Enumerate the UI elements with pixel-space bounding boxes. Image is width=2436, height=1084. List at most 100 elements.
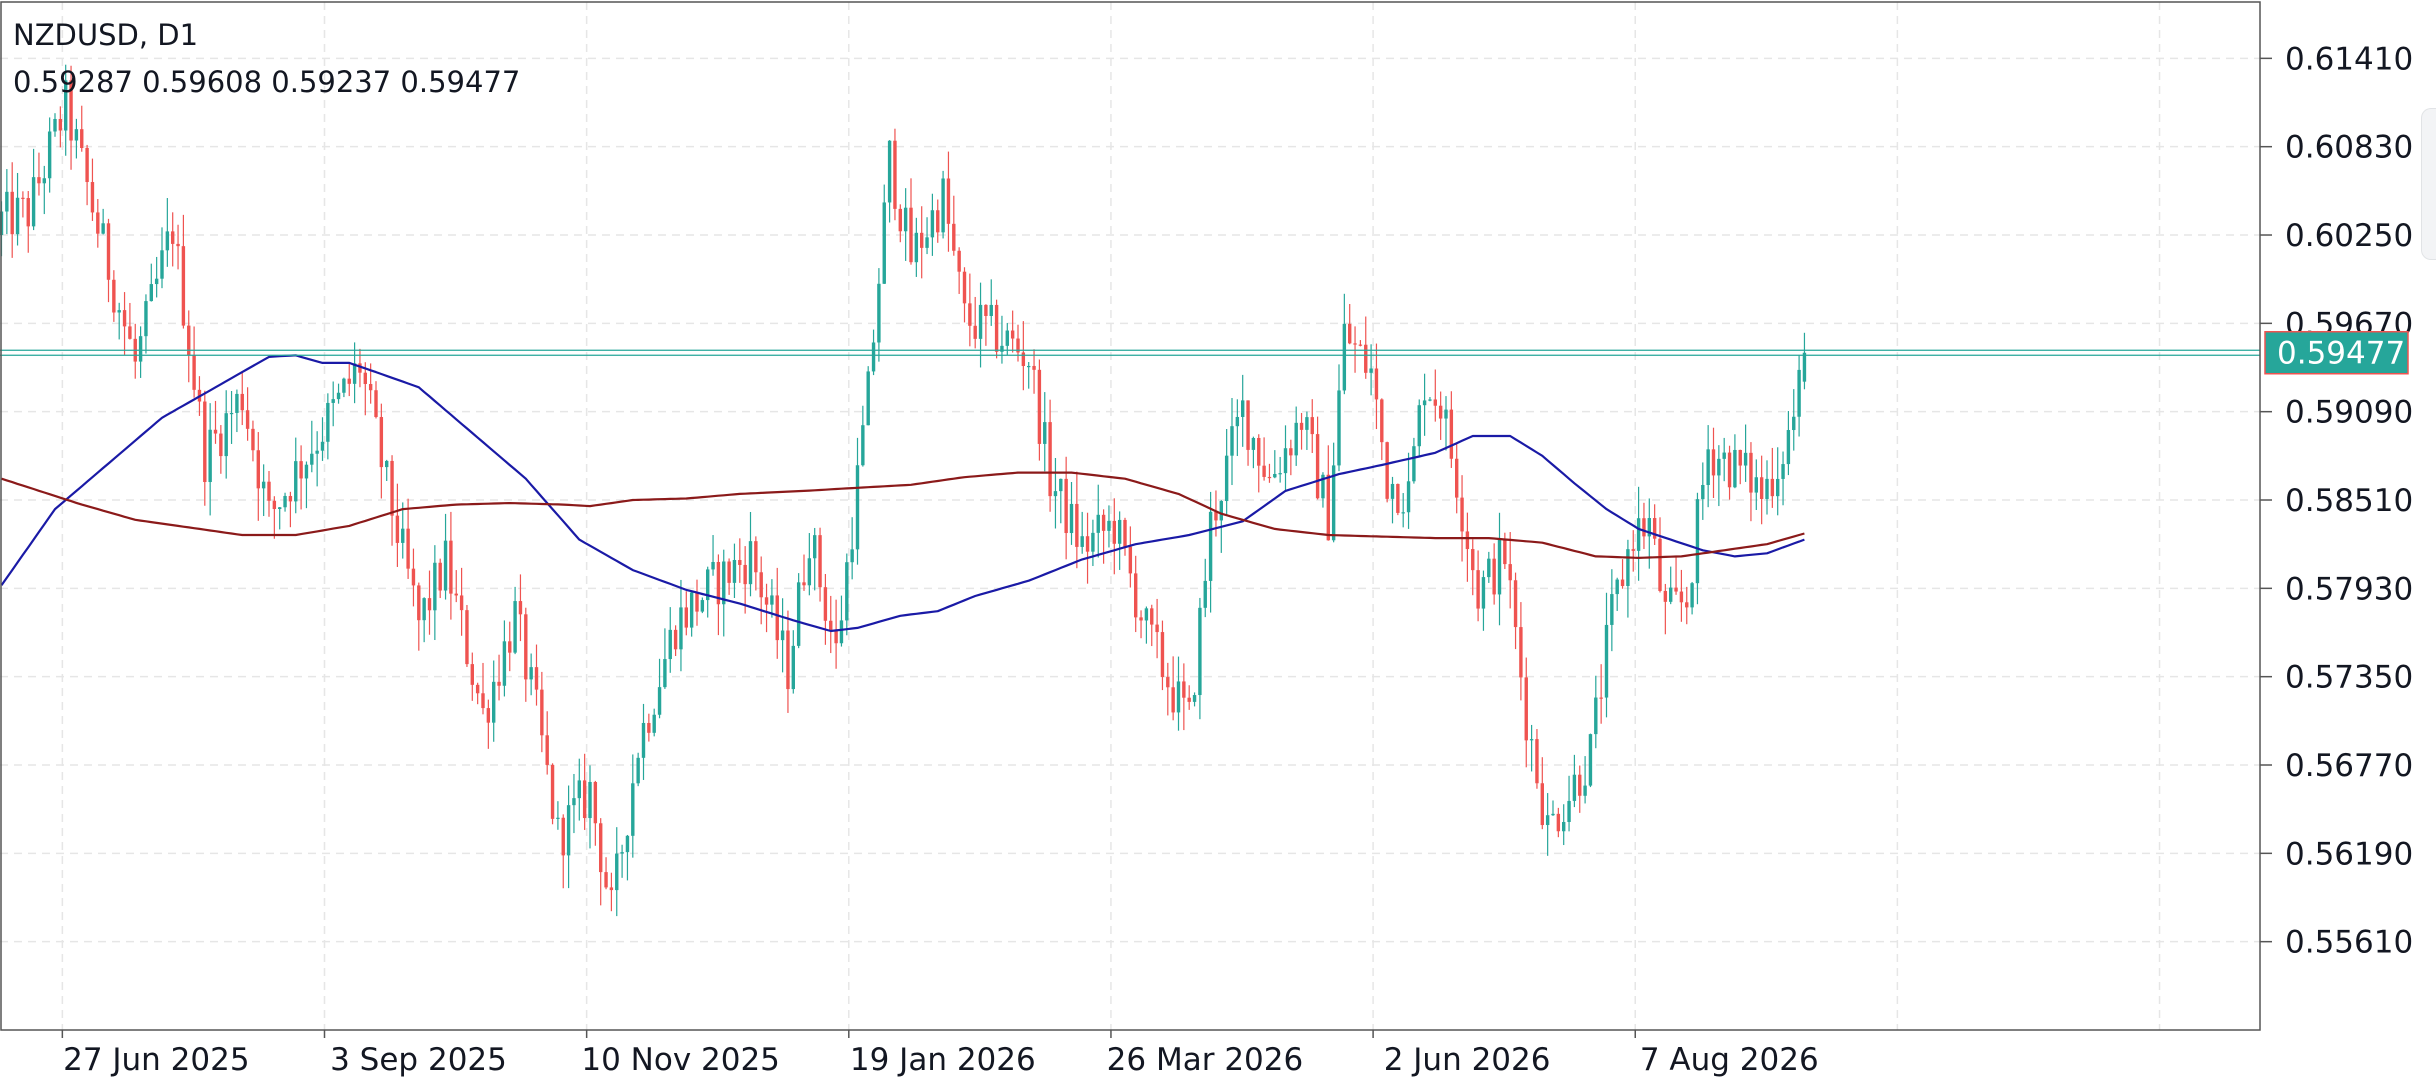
candle-body [1144,608,1149,621]
candle-body [497,681,501,686]
candle [850,517,854,580]
candle [1786,410,1791,476]
candle-body [1230,426,1234,456]
candle-body [577,780,581,799]
candle-body [165,231,170,251]
candle-body [459,595,464,611]
candle [615,827,619,917]
candle [973,296,977,349]
candle-body [352,363,357,384]
candle [299,445,303,510]
candle-body [1647,518,1651,537]
candle [406,498,410,579]
moving-average-line-200 [1,471,1805,559]
candle [235,389,239,433]
candle-body [1027,365,1031,368]
candle [154,256,159,298]
candle [1192,692,1197,707]
candle [443,513,448,600]
candle-body [1214,511,1218,521]
candle [936,199,940,243]
candle [882,184,886,284]
candle-body [1599,697,1603,699]
candle [1545,793,1550,856]
candle [989,279,993,326]
candle-body [684,607,688,628]
candle [593,780,598,846]
candle [1123,517,1127,556]
candle [181,214,186,329]
candle [1652,504,1657,545]
candle-body [502,641,507,686]
candle-body [738,559,742,565]
candle-body [1460,497,1464,532]
candle [1610,569,1614,652]
candle [1101,509,1106,564]
candle [112,270,116,322]
candle-body [26,198,30,227]
candle-body [171,231,175,244]
candle-body [1422,400,1427,406]
candle-body [732,559,737,583]
candle [1754,459,1758,510]
candle [1535,729,1539,789]
candle-body [540,689,544,736]
candle-body [1412,446,1416,482]
candle [1781,451,1785,506]
candle [422,597,426,643]
candle [47,117,52,193]
candle [1353,326,1357,373]
candle-body [823,587,828,621]
candle [1738,449,1742,485]
candle-body [363,372,367,385]
candle-body [278,507,282,510]
candle [1342,293,1347,395]
candle [759,556,763,625]
candle-body [1658,538,1662,591]
candle [1032,349,1036,394]
candle-body [1385,442,1389,499]
candle [845,553,849,636]
candle-body [1224,455,1229,502]
candle [278,506,282,530]
candle-body [1369,368,1373,373]
candle-body [1642,518,1646,537]
candle-body [1754,477,1758,493]
candle [1770,447,1775,508]
candle-body [1353,343,1357,345]
candle [1727,445,1732,500]
candle [631,754,635,858]
candle-body [422,598,426,621]
candle-body [1331,465,1336,541]
candle-body [1069,503,1074,534]
candle [513,586,517,655]
candle [1043,392,1047,472]
candle-body [871,342,876,372]
candle [770,579,774,618]
candle [1599,664,1603,724]
candle [133,323,137,379]
candle [326,393,330,460]
candle-body [1508,564,1512,581]
candle [1289,439,1293,476]
candle-body [1572,774,1577,801]
side-panel-handle[interactable] [2421,108,2436,260]
candle-body [936,210,940,233]
candle-body [1652,518,1657,539]
candle-body [973,325,977,339]
candle [1112,498,1116,575]
candle-body [1080,536,1084,547]
candle-body [850,549,854,563]
candle [1251,436,1256,469]
candle [1257,434,1261,493]
candle-body [1246,400,1250,450]
candle-body [1759,477,1764,499]
candle [379,403,384,499]
candle-body [427,598,432,611]
candle-body [1380,399,1384,443]
candle [1059,478,1063,524]
candle-body [1695,499,1700,584]
candle [839,595,844,647]
